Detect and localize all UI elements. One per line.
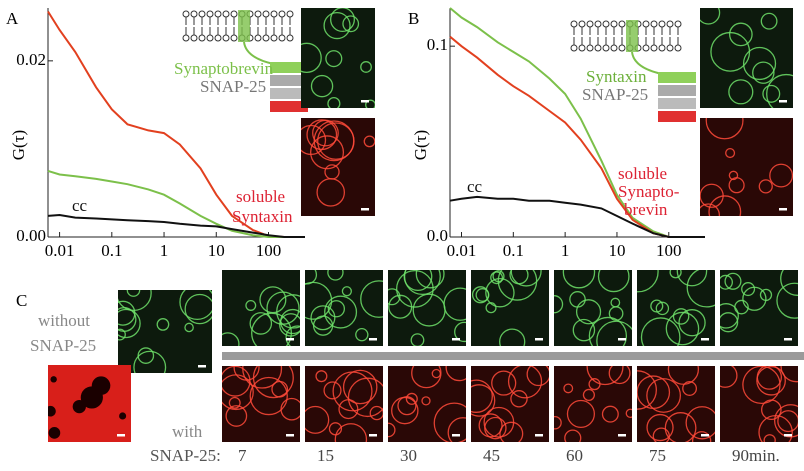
scale-bar (361, 208, 369, 211)
x-tick-label: 100 (256, 241, 282, 260)
scale-bar (369, 434, 377, 437)
scale-bar (618, 338, 626, 341)
x-tick-label: 1 (160, 241, 169, 260)
micrograph (554, 366, 632, 442)
panel-label: C (16, 291, 27, 310)
y-axis-label: G(τ) (9, 130, 28, 160)
scale-bar (117, 434, 125, 437)
label: without (38, 311, 90, 330)
time-label: 45 (483, 446, 500, 465)
scale-bar (779, 208, 787, 211)
micrograph (301, 8, 375, 108)
scale-bar (701, 338, 709, 341)
scale-bar (618, 434, 626, 437)
annotation: Synaptobrevin (174, 59, 274, 78)
scale-bar (784, 338, 792, 341)
scale-bar (452, 434, 460, 437)
x-tick-label: 0.01 (45, 241, 75, 260)
snare-helix (658, 111, 696, 122)
scale-bar (701, 434, 709, 437)
time-label: 60 (566, 446, 583, 465)
annotation: SNAP-25 (582, 85, 648, 104)
annotation: soluble (236, 187, 285, 206)
tmd (626, 20, 638, 52)
scale-bar (286, 434, 294, 437)
panel-label: A (6, 9, 19, 28)
scale-bar (452, 338, 460, 341)
time-label: 15 (317, 446, 334, 465)
dark-vesicle (49, 427, 61, 439)
label: SNAP-25 (30, 336, 96, 355)
time-label: 90min. (732, 446, 780, 465)
x-tick-label: 0.1 (503, 241, 524, 260)
annotation: cc (72, 196, 88, 215)
micrograph (118, 290, 212, 373)
x-tick-label: 100 (656, 241, 682, 260)
snare-helix (658, 85, 696, 96)
y-tick-label: 0.00 (16, 226, 46, 245)
x-tick-label: 1 (561, 241, 570, 260)
x-tick-label: 10 (208, 241, 225, 260)
scale-bar (779, 100, 787, 103)
time-label: 7 (238, 446, 247, 465)
label: SNAP-25: (150, 446, 221, 465)
snare-helix (658, 98, 696, 109)
scale-bar (784, 434, 792, 437)
annotation: Synapto- (618, 182, 680, 201)
x-tick-label: 0.1 (101, 241, 122, 260)
x-tick-label: 0.01 (447, 241, 477, 260)
y-tick-label: 0.02 (16, 50, 46, 69)
scale-bar (535, 434, 543, 437)
label: with (172, 422, 203, 441)
micrograph (388, 270, 466, 346)
scale-bar (535, 338, 543, 341)
annotation: cc (467, 177, 483, 196)
annotation: soluble (618, 164, 667, 183)
annotation: Syntaxin (586, 67, 647, 86)
dark-vesicle (50, 376, 56, 382)
tmd (238, 10, 250, 42)
figure: 0.010.11101000.000.02G(τ)AccSynaptobrevi… (0, 0, 804, 471)
micrograph (388, 366, 466, 442)
panel-label: B (408, 9, 419, 28)
snare-helix (658, 72, 696, 83)
y-tick-label: 0.0 (427, 226, 448, 245)
micrograph (222, 366, 300, 442)
time-label: 30 (400, 446, 417, 465)
scale-bar (361, 100, 369, 103)
dark-vesicle (119, 412, 126, 419)
micrograph (700, 118, 793, 216)
y-tick-label: 0.1 (427, 35, 448, 54)
scale-bar (369, 338, 377, 341)
annotation: SNAP-25 (200, 77, 266, 96)
micrograph (471, 366, 549, 442)
y-axis-label: G(τ) (411, 130, 430, 160)
micrograph (637, 270, 715, 346)
dark-vesicle (81, 386, 103, 408)
divider (222, 352, 804, 360)
annotation: Syntaxin (232, 207, 293, 226)
scale-bar (198, 365, 206, 368)
time-label: 75 (649, 446, 666, 465)
x-tick-label: 10 (608, 241, 625, 260)
annotation: brevin (624, 200, 668, 219)
scale-bar (286, 338, 294, 341)
